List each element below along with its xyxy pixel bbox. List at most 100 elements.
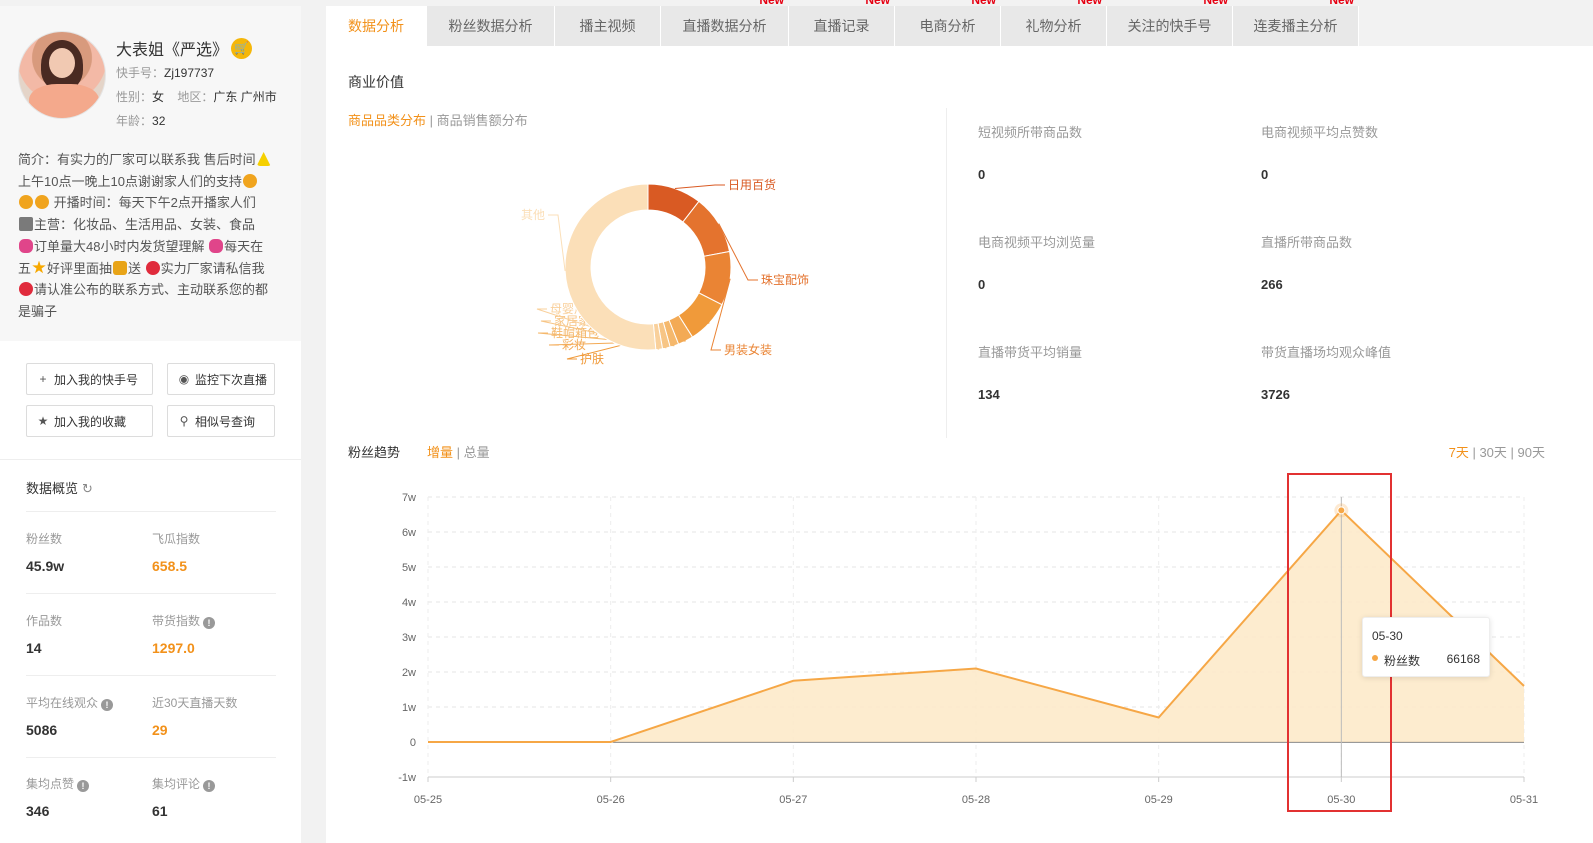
info-icon[interactable]: ! [101, 699, 114, 711]
tab-5[interactable]: 电商分析 New [895, 0, 1001, 46]
business-value-title: 商业价值 [348, 74, 404, 90]
tab-0[interactable]: 数据分析 [326, 6, 427, 46]
donut-leader-line [718, 223, 758, 281]
range-option-1[interactable]: 30天 [1479, 445, 1507, 460]
range-separator: | [1468, 445, 1480, 460]
tab-2[interactable]: 播主视频 [555, 6, 661, 46]
heart-emoji-icon [19, 195, 33, 210]
new-badge: New [759, 0, 784, 7]
stat-value-fans: 45.9w [26, 558, 65, 574]
red-heart-emoji-icon [19, 282, 33, 297]
tab-8[interactable]: 连麦播主分析 New [1233, 0, 1359, 46]
refresh-icon[interactable]: ↻ [82, 481, 93, 496]
subtab-category-distribution[interactable]: 商品品类分布 [348, 113, 427, 128]
similar-search-button[interactable]: ⚲ 相似号查询 [167, 405, 275, 437]
stat-label: 带货指数! [152, 612, 216, 629]
tab-3[interactable]: 直播数据分析 New [661, 0, 789, 46]
donut-leader-line [674, 184, 725, 189]
mode-total[interactable]: 总量 [463, 445, 490, 460]
overview-title: 数据概览 ↻ [26, 481, 93, 496]
stat-label: 飞瓜指数 [152, 532, 201, 546]
tab-label: 关注的快手号 [1127, 18, 1212, 34]
tooltip-value: 66168 [1446, 652, 1480, 666]
tab-label: 连麦播主分析 [1253, 18, 1338, 34]
y-tick-label: 3w [402, 632, 416, 644]
metric-label: 短视频所带商品数 [978, 125, 1083, 140]
range-option-2[interactable]: 90天 [1517, 445, 1545, 460]
x-tick-label: 05-30 [1327, 794, 1355, 806]
avatar[interactable] [18, 31, 106, 119]
star-icon: ★ [37, 414, 49, 428]
gender-region: 性别：女 地区：广东 广州市 [116, 90, 277, 104]
donut-leader-line [548, 214, 566, 271]
series-dot [1372, 655, 1378, 661]
divider [26, 511, 276, 512]
stat-value-sales-index: 1297.0 [152, 640, 195, 656]
stat-label: 粉丝数 [26, 532, 63, 546]
x-tick-label: 05-27 [779, 794, 807, 806]
tab-label: 电商分析 [919, 18, 976, 34]
tab-1[interactable]: 粉丝数据分析 [427, 6, 555, 46]
stat-value-avg-comments: 61 [152, 803, 168, 819]
search-icon: ⚲ [179, 414, 189, 428]
tab-6[interactable]: 礼物分析 New [1001, 0, 1107, 46]
tab-4[interactable]: 直播记录 New [789, 0, 895, 46]
metric-label: 带货直播场均观众峰值 [1261, 345, 1392, 360]
donut-slice[interactable] [564, 183, 657, 351]
new-badge: New [1077, 0, 1102, 7]
chart-tooltip: 05-30 粉丝数 66168 [1362, 617, 1490, 677]
x-tick-label: 05-28 [962, 794, 990, 806]
range-option-0[interactable]: 7天 [1448, 445, 1469, 460]
divider [26, 757, 276, 758]
new-badge: New [1329, 0, 1354, 7]
metric-label: 电商视频平均点赞数 [1261, 125, 1379, 140]
metric-value: 3726 [1261, 387, 1290, 402]
y-tick-label: 2w [402, 667, 416, 679]
donut-label: 男装女装 [724, 342, 772, 357]
metric-value: 134 [978, 387, 1000, 402]
y-tick-label: 5w [402, 562, 416, 574]
divider [0, 459, 301, 460]
gift-emoji-icon [113, 260, 128, 275]
metric-value: 266 [1261, 277, 1283, 292]
add-favorite-button[interactable]: ★ 加入我的收藏 [26, 405, 153, 437]
star-emoji-icon [32, 260, 46, 274]
cart-emoji-icon [19, 217, 33, 232]
mode-increment[interactable]: 增量 [427, 445, 454, 460]
tab-7[interactable]: 关注的快手号 New [1107, 0, 1233, 46]
metric-value: 0 [1261, 167, 1269, 182]
y-tick-label: 4w [402, 597, 416, 609]
tooltip-series: 粉丝数 [1384, 654, 1421, 668]
info-icon[interactable]: ! [203, 780, 216, 792]
x-tick-label: 05-29 [1145, 794, 1173, 806]
fans-trend-title: 粉丝趋势 [348, 445, 401, 460]
metric-label: 直播所带商品数 [1261, 235, 1353, 250]
info-icon[interactable]: ! [203, 617, 216, 629]
bow-emoji-icon [209, 238, 224, 253]
stat-value-avg-likes: 346 [26, 803, 50, 819]
y-tick-label: 7w [402, 492, 416, 504]
series-area [428, 510, 1524, 742]
add-kuaishou-button[interactable]: + 加入我的快手号 [26, 363, 153, 395]
range-separator: | [1506, 445, 1518, 460]
tab-label: 直播记录 [813, 18, 870, 34]
business-subtabs: 商品品类分布 | 商品销售额分布 [348, 110, 528, 129]
stat-label: 集均点赞! [26, 775, 90, 792]
new-badge: New [1203, 0, 1228, 7]
divider [946, 108, 947, 438]
data-point[interactable] [1337, 506, 1346, 515]
monitor-live-button[interactable]: ◉ 监控下次直播 [167, 363, 275, 395]
main-tabs: 数据分析 粉丝数据分析 播主视频 直播数据分析 New 直播记录 New 电商分析 New 礼物分… [326, 0, 1593, 46]
donut-label: 日用百货 [728, 177, 776, 192]
subtab-sales-distribution[interactable]: 商品销售额分布 [436, 113, 528, 128]
donut-label: 其他 [521, 208, 545, 222]
divider [26, 593, 276, 594]
bow-emoji-icon [19, 238, 33, 253]
x-tick-label: 05-26 [597, 794, 625, 806]
info-icon[interactable]: ! [77, 780, 90, 792]
tab-label: 数据分析 [348, 18, 404, 34]
stat-label: 作品数 [26, 614, 63, 628]
tooltip-date: 05-30 [1372, 629, 1403, 643]
donut-label: 鞋帽箱包 [551, 325, 599, 340]
